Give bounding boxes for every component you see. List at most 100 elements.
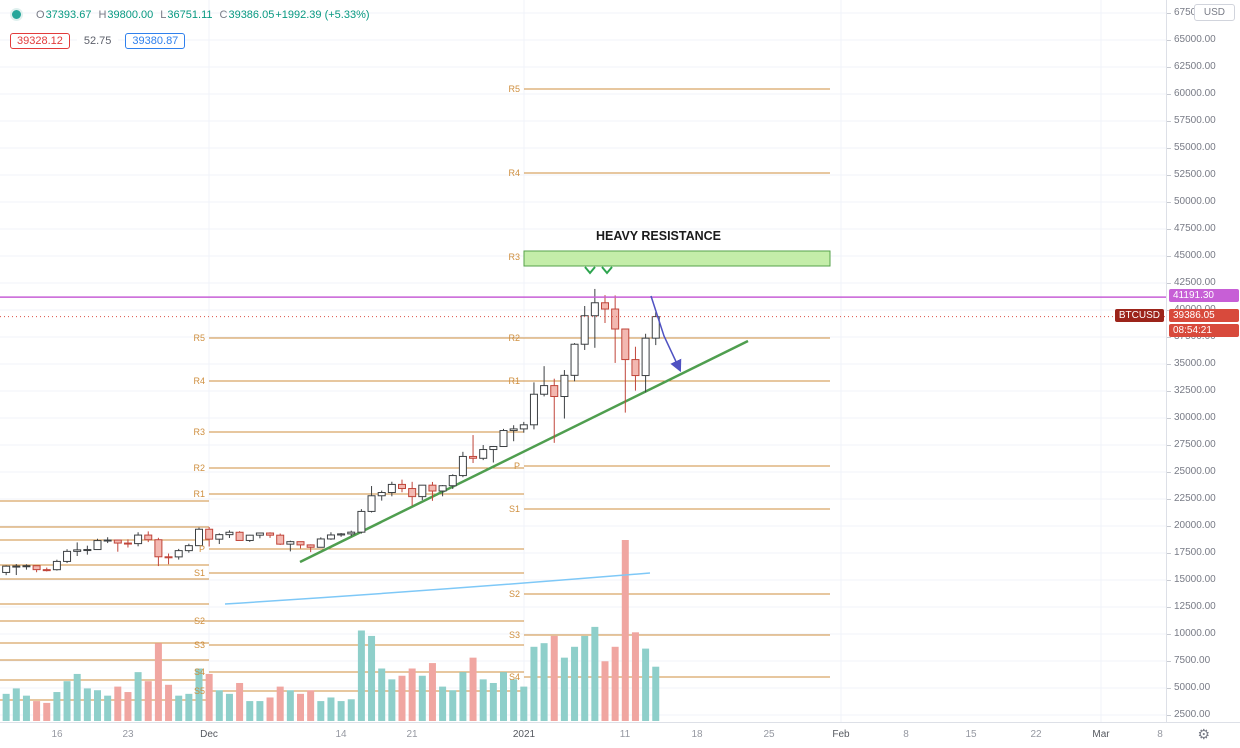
- price-tick-label: 55000.00: [1167, 142, 1216, 153]
- candle-body: [540, 385, 549, 395]
- volume-bar: [388, 679, 396, 721]
- candle-body: [580, 315, 589, 345]
- candle-body: [164, 556, 173, 559]
- volume-bar: [439, 686, 447, 721]
- price-tick-label: 27500.00: [1167, 439, 1216, 450]
- candle-body: [529, 393, 538, 426]
- candle-body: [316, 538, 325, 548]
- chart-plot-area[interactable]: R5 R4 R3 R2 R1 P S1 S2 S3 S4 S5 R5 R4 R3 R2 R1 P S1 S2 S3 S4…: [0, 0, 1166, 722]
- volume-bar: [368, 635, 376, 721]
- price-tick-label: 50000.00: [1167, 196, 1216, 207]
- settings-gear-icon[interactable]: ⚙: [1197, 726, 1210, 742]
- candle-body: [601, 302, 609, 310]
- candle-body: [276, 534, 285, 545]
- pivot-level-label: S3: [508, 630, 520, 641]
- price-tick-label: 65000.00: [1167, 34, 1216, 45]
- time-tick-label: 8: [903, 729, 909, 740]
- chevron-down-icon: [601, 266, 613, 275]
- price-tick-label: 22500.00: [1167, 493, 1216, 504]
- volume-bar: [195, 668, 203, 721]
- currency-unit-button[interactable]: USD: [1193, 4, 1235, 21]
- candle-body: [550, 385, 559, 398]
- indicator-value-badge[interactable]: 39328.12: [10, 33, 70, 49]
- resistance-annotation-label: HEAVY RESISTANCE: [596, 229, 722, 243]
- volume-bar: [652, 666, 660, 721]
- pivot-level-label: R5: [508, 83, 520, 94]
- indicator-values-row: 39328.12 52.75 39380.87: [10, 33, 186, 49]
- countdown-tag: 08:54:21: [1169, 323, 1239, 337]
- candle-body: [347, 531, 356, 535]
- volume-bar: [53, 692, 61, 721]
- time-tick-label: 14: [335, 729, 347, 740]
- price-tick-label: 17500.00: [1167, 547, 1216, 558]
- volume-bar: [571, 646, 579, 721]
- candle-body: [387, 483, 396, 494]
- time-tick-label: 21: [406, 729, 418, 740]
- volume-bar: [621, 540, 629, 721]
- candle-body: [337, 533, 346, 536]
- volume-bar: [165, 684, 173, 721]
- volume-bar: [469, 657, 477, 721]
- volume-bar: [418, 675, 426, 721]
- volume-bar: [398, 675, 406, 721]
- ohlc-values: O37393.67 H39800.00 L36751.11 C39386.05+199…: [29, 9, 370, 21]
- volume-bar: [256, 701, 264, 721]
- candle-body: [398, 483, 406, 490]
- volume-bar: [631, 632, 639, 721]
- indicator-value-badge[interactable]: 39380.87: [125, 33, 186, 49]
- price-tick-label: 32500.00: [1167, 385, 1216, 396]
- time-axis[interactable]: 16 23 Dec 14 21 2021 11 18 25 Feb 8 15 22 Mar 8 ⚙: [0, 722, 1240, 748]
- price-axis[interactable]: 2500.00 5000.00 7500.00 10000.00 12500.00 150…: [1166, 0, 1240, 722]
- volume-bar: [124, 692, 132, 721]
- time-tick-label: 15: [965, 729, 977, 740]
- volume-bar: [601, 661, 609, 721]
- time-tick-label: 22: [1030, 729, 1042, 740]
- candle-body: [134, 534, 143, 545]
- symbol-tag: BTCUSD: [1114, 308, 1164, 322]
- candle-body: [418, 484, 427, 498]
- candle-body: [357, 510, 366, 533]
- candle-body: [235, 531, 244, 541]
- time-tick-label: 8: [1157, 729, 1163, 740]
- price-tick-label: 5000.00: [1166, 682, 1211, 693]
- candle-body: [519, 424, 528, 430]
- candle-body: [651, 316, 660, 339]
- candle-body: [22, 565, 31, 568]
- candle-body: [469, 455, 478, 459]
- volume-bar: [83, 688, 91, 721]
- price-tick-label: 12500.00: [1167, 601, 1216, 612]
- pivot-level-label: P: [513, 461, 520, 471]
- volume-bar: [94, 690, 101, 721]
- candle-body: [93, 540, 102, 551]
- volume-bar: [449, 690, 457, 721]
- pivot-level-label: R4: [508, 168, 520, 178]
- volume-bar: [347, 699, 355, 721]
- candle-body: [2, 565, 11, 573]
- indicator-value-badge[interactable]: 52.75: [76, 33, 119, 49]
- ohlc-item-value: 39800.00: [107, 8, 154, 21]
- volume-bar: [2, 693, 10, 721]
- volume-bar: [33, 701, 41, 721]
- time-tick-label: 11: [619, 729, 631, 740]
- time-tick-label: 2021: [512, 729, 536, 740]
- price-tick-label: 35000.00: [1167, 358, 1216, 369]
- volume-bar: [459, 672, 467, 721]
- candle-body: [560, 374, 569, 398]
- candle-body: [52, 560, 61, 571]
- candle-body: [42, 569, 51, 572]
- candle-body: [590, 302, 599, 317]
- price-tick-label: 15000.00: [1167, 574, 1216, 585]
- volume-bar: [225, 693, 233, 721]
- candle-body: [195, 528, 203, 547]
- volume-ma-line: [224, 572, 651, 605]
- volume-bar: [144, 681, 152, 721]
- candle-body: [12, 565, 21, 568]
- candle-body: [174, 550, 183, 558]
- candle-body: [438, 485, 447, 492]
- candle-body: [245, 534, 254, 541]
- candle-body: [296, 541, 305, 546]
- price-tick-label: 2500.00: [1166, 709, 1211, 720]
- time-tick-label: 25: [763, 729, 775, 740]
- pivot-level-label: R3: [193, 426, 205, 437]
- volume-bar: [205, 673, 213, 721]
